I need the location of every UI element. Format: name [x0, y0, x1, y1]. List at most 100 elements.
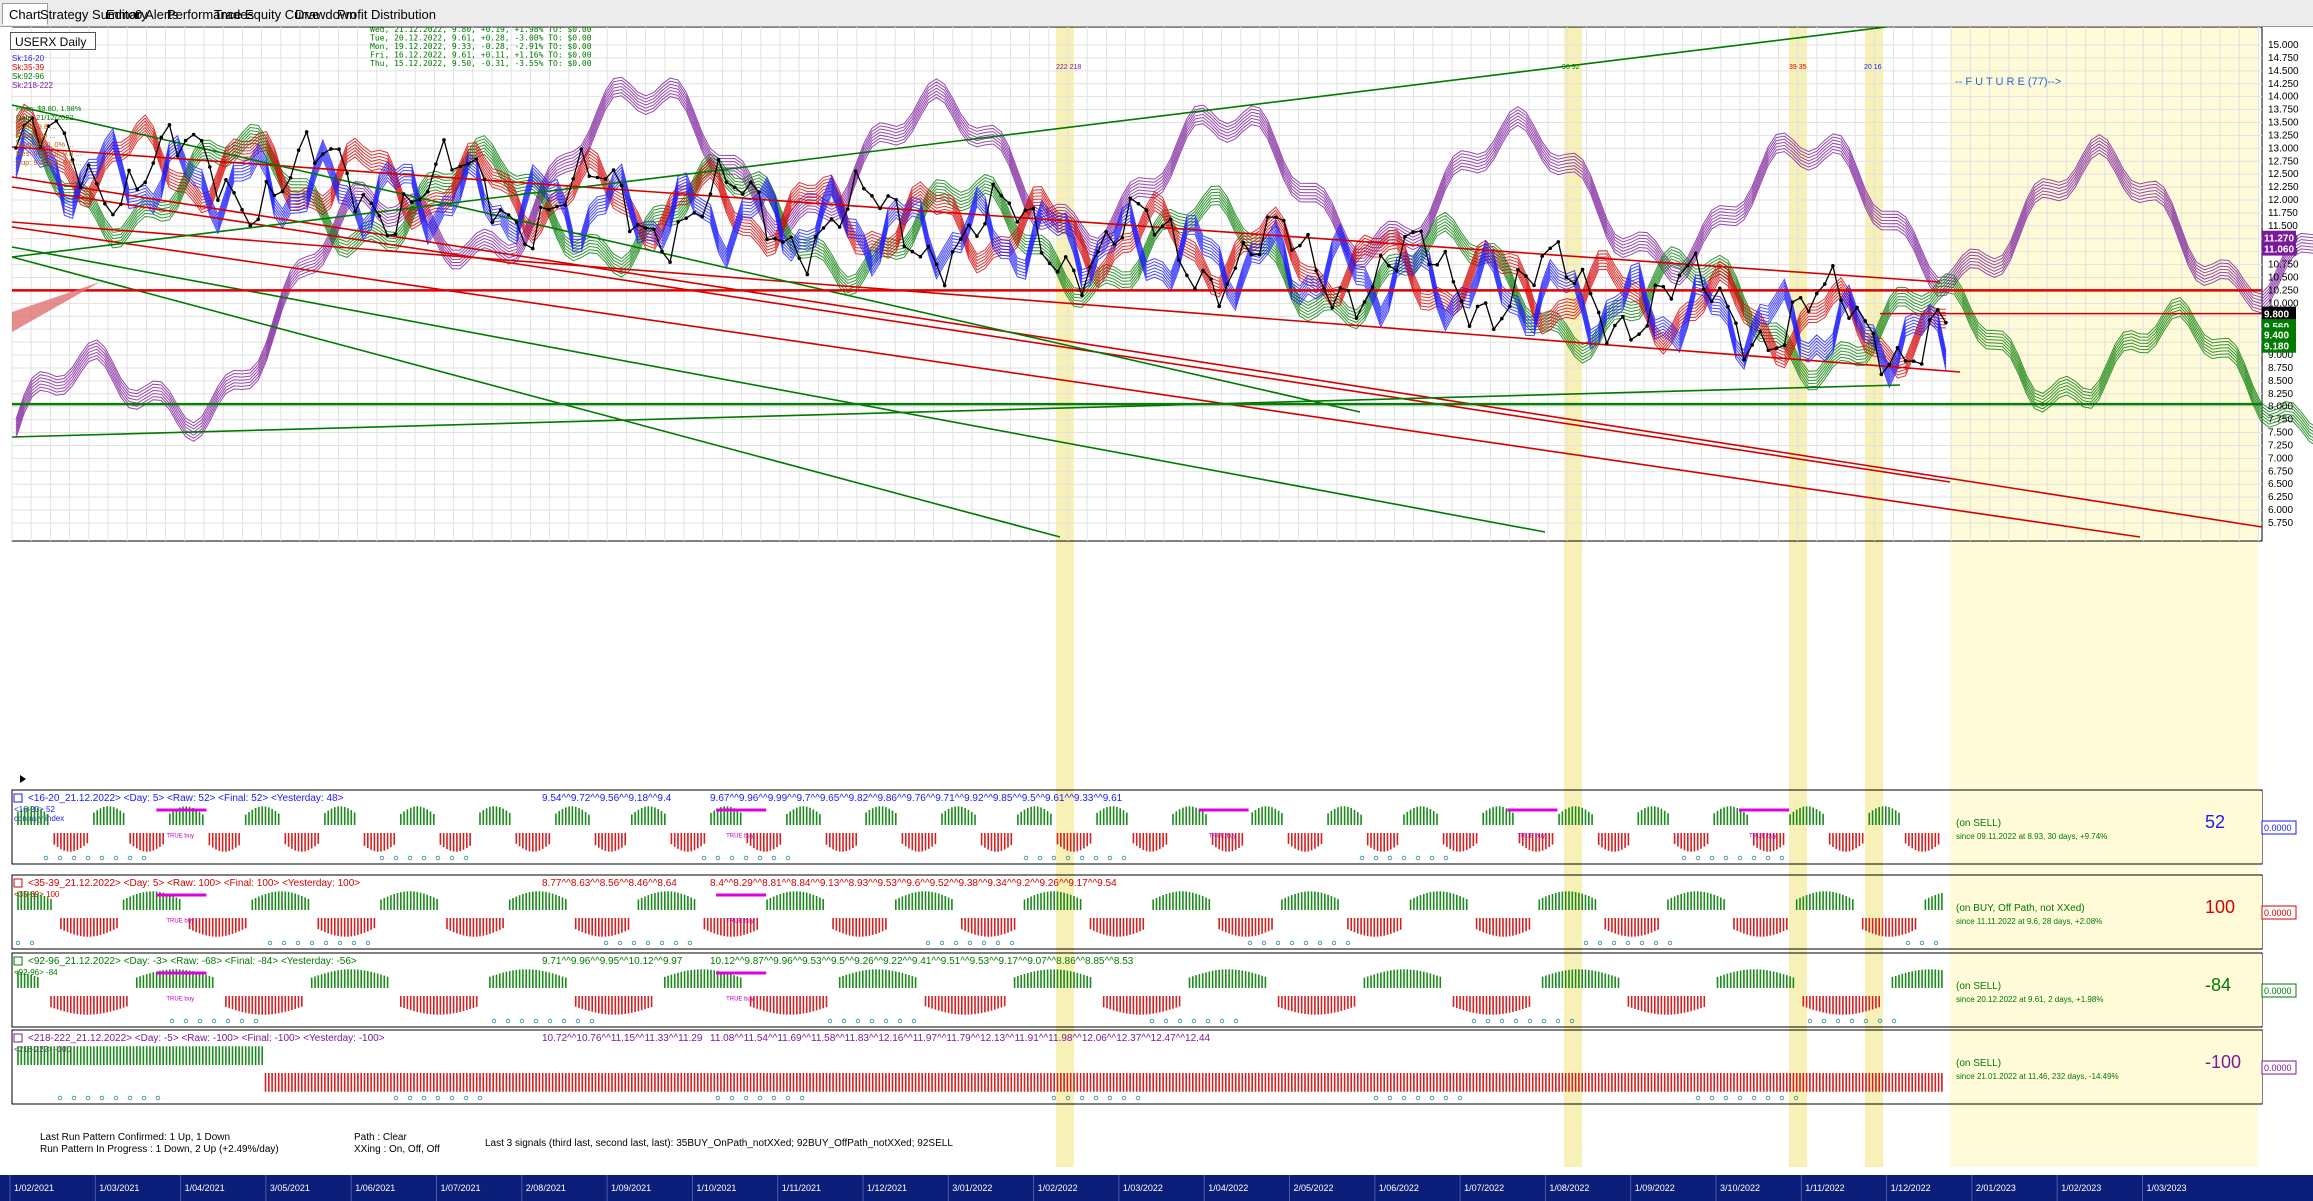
- price-tick: 12.250: [2268, 182, 2299, 193]
- hist-marker: [1751, 855, 1757, 861]
- date-tick: 1/04/2022: [1208, 1183, 1248, 1193]
- hist-marker: [1275, 940, 1281, 946]
- hist-marker: [1513, 1018, 1519, 1024]
- panel-mini: <35-39> 100: [14, 890, 60, 899]
- hist-marker: [1443, 1095, 1449, 1101]
- quote-line: Thu, 15.12.2022, 9.50, -0.31, -3.55% TO:…: [370, 59, 592, 68]
- tab-chart[interactable]: Chart: [2, 3, 48, 25]
- tab-trades[interactable]: Trades: [214, 7, 254, 22]
- price-tick: 13.000: [2268, 143, 2299, 154]
- price-tag: [2262, 338, 2296, 353]
- hist-marker: [421, 1095, 427, 1101]
- date-tick: 1/03/2023: [2147, 1183, 2187, 1193]
- price-tick: 6.500: [2268, 479, 2293, 490]
- hist-marker: [351, 940, 357, 946]
- tab-strategy-summary[interactable]: Strategy Summary: [40, 7, 148, 22]
- panel-seq-1: 9.71^^9.96^^9.95^^10.12^^9.97: [542, 956, 683, 967]
- price-tag: [2262, 241, 2296, 256]
- hist-marker: [281, 940, 287, 946]
- hist-marker: [743, 855, 749, 861]
- run-progress: Run Pattern In Progress : 1 Down, 2 Up (…: [40, 1144, 279, 1155]
- hist-marker: [85, 1095, 91, 1101]
- path-status: Path : Clear: [354, 1132, 407, 1143]
- hist-marker: [225, 1018, 231, 1024]
- hist-marker: [29, 940, 35, 946]
- date-tick: 1/12/2022: [1891, 1183, 1931, 1193]
- histogram: [17, 806, 1940, 861]
- date-tick: 1/08/2022: [1549, 1183, 1589, 1193]
- truebuy-label: TRUE buy: [1749, 834, 1777, 840]
- price-tick: 8.250: [2268, 389, 2293, 400]
- panel-since: since 20.12.2022 at 9.61, 2 days, +1.98%: [1956, 995, 2103, 1004]
- hist-marker: [1625, 940, 1631, 946]
- tab-profit-distribution[interactable]: Profit Distribution: [337, 7, 436, 22]
- trend-line: [11, 186, 1951, 483]
- date-tick: 1/10/2021: [696, 1183, 736, 1193]
- panel-since: since 11.11.2022 at 9.6, 28 days, +2.08%: [1956, 917, 2102, 926]
- panel-toggle[interactable]: [13, 878, 23, 888]
- panel-toggle[interactable]: [13, 793, 23, 803]
- quote-box: Wed, 21.12.2022, 9.80, +0.19, +1.98% TO:…: [370, 27, 592, 68]
- price-tick: 10.250: [2268, 285, 2299, 296]
- price-tag: [2262, 230, 2296, 245]
- panel-toggle[interactable]: [13, 956, 23, 966]
- hist-marker: [1051, 1095, 1057, 1101]
- hist-marker: [169, 1018, 175, 1024]
- tab-editor[interactable]: Editor: [106, 7, 140, 22]
- band-16-20-line: [15, 127, 1947, 370]
- last-signals: Last 3 signals (third last, second last,…: [485, 1138, 953, 1149]
- hist-marker: [1443, 855, 1449, 861]
- hist-marker: [1891, 1018, 1897, 1024]
- hist-marker: [435, 855, 441, 861]
- panel-mini: <218-222> -100: [14, 1045, 71, 1054]
- hist-marker: [211, 1018, 217, 1024]
- hist-marker: [1037, 855, 1043, 861]
- date-tick: 3/10/2022: [1720, 1183, 1760, 1193]
- hist-marker: [463, 1095, 469, 1101]
- hist-marker: [911, 1018, 917, 1024]
- tab-bar: Chart Strategy Summary Editor 0 Alerts P…: [0, 0, 2313, 27]
- hist-marker: [659, 940, 665, 946]
- hist-marker: [1373, 1095, 1379, 1101]
- truebuy-label: TRUE buy: [166, 997, 194, 1003]
- date-tick: 1/12/2021: [867, 1183, 907, 1193]
- panel-seq-2: 11.08^^11.54^^11.69^^11.58^^11.83^^12.16…: [710, 1033, 1211, 1044]
- price-tag-label: 11.060: [2264, 245, 2294, 256]
- price-tick: 5.750: [2268, 518, 2293, 529]
- hist-marker: [715, 1095, 721, 1101]
- price-tick: 7.000: [2268, 453, 2293, 464]
- hist-marker: [1527, 1018, 1533, 1024]
- panel-value: 0.0000: [2264, 908, 2292, 918]
- date-tick: 1/02/2022: [1038, 1183, 1078, 1193]
- symbol-label: USERX Daily: [10, 32, 96, 50]
- tab-drawdown[interactable]: Drawdown: [295, 7, 357, 22]
- price-tick: 11.500: [2268, 221, 2298, 232]
- tab-alerts[interactable]: 0 Alerts: [135, 7, 179, 22]
- quote-line: Wed, 21.12.2022, 9.80, +0.19, +1.98% TO:…: [370, 27, 592, 34]
- hist-marker: [869, 1018, 875, 1024]
- hist-marker: [421, 855, 427, 861]
- price-info-line: Res: 9.8, 9.8, 9.8 ...: [16, 149, 81, 158]
- panel-seq-2: 10.12^^9.87^^9.96^^9.53^^9.5^^9.26^^9.22…: [710, 956, 1134, 967]
- hist-marker: [785, 1095, 791, 1101]
- tab-performance[interactable]: Performance: [167, 7, 242, 22]
- panel-mini: <92-96> -84: [14, 968, 58, 977]
- panel-toggle[interactable]: [13, 1033, 23, 1043]
- hist-marker: [1177, 1018, 1183, 1024]
- hist-marker: [603, 940, 609, 946]
- hist-marker: [1765, 1095, 1771, 1101]
- price-axis: 15.000 14.750 14.500 14.250 14.000 13.750 13.5…: [2262, 40, 2299, 529]
- hist-marker: [239, 1018, 245, 1024]
- hist-marker: [1807, 1018, 1813, 1024]
- hist-marker: [1261, 940, 1267, 946]
- hist-marker: [981, 940, 987, 946]
- chart-area[interactable]: 15.000 14.750 14.500 14.250 14.000 13.750 13.5…: [0, 27, 2313, 1201]
- tab-equity-curve[interactable]: Equity Curve: [245, 7, 320, 22]
- collapse-arrow-icon[interactable]: [20, 775, 26, 783]
- price-tick: 10.000: [2268, 298, 2299, 309]
- run-confirmed: Last Run Pattern Confirmed: 1 Up, 1 Down: [40, 1132, 230, 1143]
- hist-marker: [1121, 1095, 1127, 1101]
- histogram: [17, 969, 1943, 1024]
- price-tick: 14.000: [2268, 92, 2299, 103]
- price-info: Price: $9.80, 1.98%Date: 21/12/2022Profi…: [16, 104, 82, 167]
